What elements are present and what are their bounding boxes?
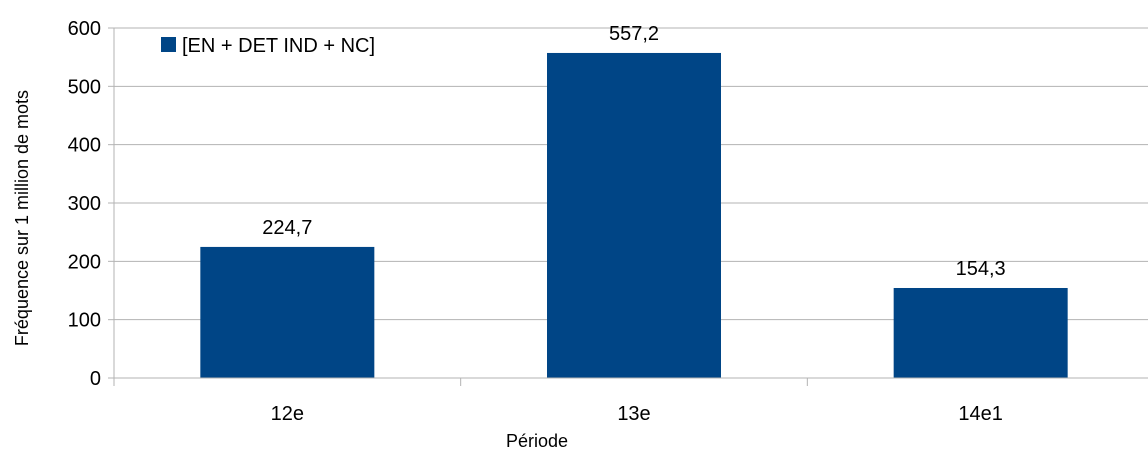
y-axis-title: Fréquence sur 1 million de mots <box>12 90 32 346</box>
y-tick-label: 300 <box>68 193 101 215</box>
legend-swatch <box>161 37 176 52</box>
legend-label: [EN + DET IND + NC] <box>182 35 375 57</box>
y-tick-label: 500 <box>68 76 101 98</box>
y-tick-label: 0 <box>90 368 101 390</box>
axes: 0 100 200 300 400 500 600 12e 13e 14e1 <box>68 18 1148 425</box>
legend: [EN + DET IND + NC] <box>161 35 375 57</box>
y-tick-label: 100 <box>68 310 101 332</box>
x-tick-label: 12e <box>271 403 304 425</box>
y-tick-label: 200 <box>68 251 101 273</box>
data-label: 224,7 <box>262 217 312 239</box>
x-tick-label: 13e <box>617 403 650 425</box>
data-label: 557,2 <box>609 23 659 45</box>
bar <box>200 246 375 378</box>
x-tick-label: 14e1 <box>958 403 1003 425</box>
y-tick-label: 600 <box>68 18 101 40</box>
bar <box>893 287 1068 378</box>
bars <box>200 52 1068 378</box>
x-axis-title: Période <box>506 431 568 451</box>
bar <box>547 52 721 378</box>
data-labels: 224,7 557,2 154,3 <box>262 23 1005 280</box>
y-tick-label: 400 <box>68 135 101 157</box>
data-label: 154,3 <box>956 258 1006 280</box>
